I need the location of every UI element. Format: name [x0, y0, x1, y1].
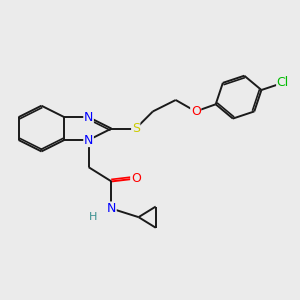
Text: Cl: Cl — [277, 76, 289, 89]
Text: O: O — [131, 172, 141, 185]
Text: N: N — [84, 134, 93, 146]
Text: H: H — [89, 212, 97, 222]
Text: S: S — [132, 122, 140, 135]
Text: O: O — [191, 105, 201, 118]
Text: N: N — [107, 202, 116, 215]
Text: N: N — [84, 111, 93, 124]
